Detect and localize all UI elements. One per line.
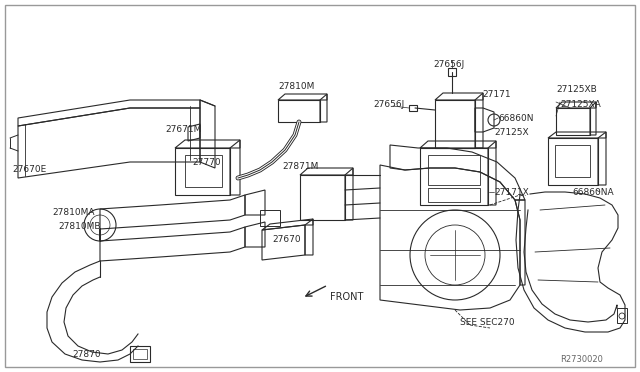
Text: SEE SEC270: SEE SEC270 xyxy=(460,318,515,327)
Text: 66860NA: 66860NA xyxy=(572,188,614,197)
Text: 27810MB: 27810MB xyxy=(58,222,100,231)
Bar xyxy=(133,349,147,359)
Text: 27171: 27171 xyxy=(482,90,511,99)
Bar xyxy=(409,105,417,111)
Text: 27810M: 27810M xyxy=(278,82,314,91)
Text: 27125X: 27125X xyxy=(494,128,529,137)
Bar xyxy=(185,155,222,187)
Text: FRONT: FRONT xyxy=(330,292,364,302)
Text: 27670E: 27670E xyxy=(12,165,46,174)
Text: 27670: 27670 xyxy=(272,235,301,244)
Text: 27871M: 27871M xyxy=(282,162,318,171)
Text: 27656J: 27656J xyxy=(433,60,464,69)
Text: R2730020: R2730020 xyxy=(560,355,603,364)
Text: 27770: 27770 xyxy=(192,158,221,167)
Bar xyxy=(617,308,627,323)
Text: 27125XB: 27125XB xyxy=(556,85,596,94)
Bar xyxy=(428,188,480,202)
Text: 27171X: 27171X xyxy=(494,188,529,197)
Bar xyxy=(260,210,280,226)
Text: 66860N: 66860N xyxy=(498,114,534,123)
Bar xyxy=(428,155,480,185)
Text: 27656J: 27656J xyxy=(373,100,404,109)
Text: 27125XA: 27125XA xyxy=(560,100,601,109)
Bar xyxy=(555,145,590,177)
Text: 27870: 27870 xyxy=(72,350,100,359)
Text: 27671M: 27671M xyxy=(165,125,202,134)
Bar xyxy=(448,68,456,76)
Text: 27810MA: 27810MA xyxy=(52,208,95,217)
